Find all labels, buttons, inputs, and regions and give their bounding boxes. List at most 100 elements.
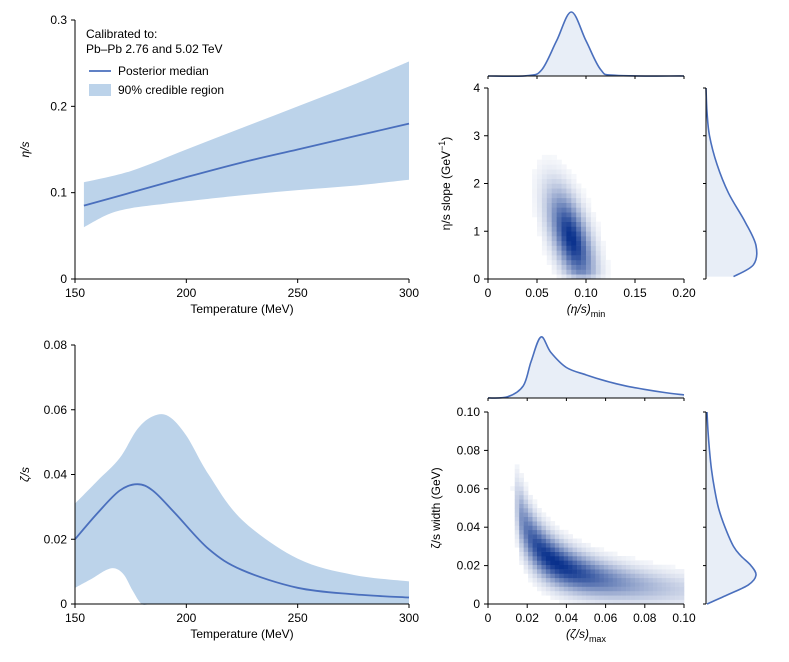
y-tick-label: 0: [60, 272, 67, 286]
y-axis-label: ζ/s: [18, 467, 32, 482]
density-cell: [639, 590, 645, 596]
density-cell: [559, 542, 565, 548]
density-cell: [514, 521, 520, 526]
density-cell: [546, 202, 552, 208]
y-axis-label-end: ): [439, 137, 453, 141]
density-cell: [546, 255, 552, 261]
density-cell: [566, 193, 572, 199]
density-cell: [545, 582, 551, 587]
density-cell: [546, 231, 552, 237]
density-cell: [652, 573, 658, 579]
density-cell: [581, 547, 587, 552]
density-cell: [581, 586, 587, 592]
density-cell: [679, 573, 685, 579]
density-cell: [523, 547, 529, 552]
density-cell: [571, 178, 577, 184]
density-cell: [652, 569, 658, 574]
density-cell: [528, 525, 533, 531]
density-cell: [590, 586, 596, 592]
density-cell: [566, 173, 572, 180]
density-cell: [537, 547, 542, 552]
density-cell: [666, 582, 671, 587]
density-cell: [554, 582, 560, 587]
density-cell: [532, 560, 538, 566]
density-cell: [556, 173, 562, 180]
density-cell: [561, 193, 567, 199]
density-cell: [556, 216, 562, 223]
density-cell: [532, 564, 538, 570]
density-cell: [621, 560, 627, 566]
density-cell: [551, 202, 557, 208]
density-cell: [541, 212, 548, 218]
density-cell: [621, 595, 627, 600]
density-cell: [621, 599, 627, 605]
density-cell: [626, 590, 631, 596]
density-cell: [571, 255, 577, 261]
density-cell: [571, 245, 577, 251]
density-cell: [514, 490, 520, 496]
density-cell: [670, 577, 676, 583]
density-cell: [594, 599, 600, 605]
density-cell: [571, 193, 577, 199]
density-cell: [541, 202, 548, 208]
density-cell: [551, 193, 557, 199]
density-cell: [561, 269, 567, 275]
density-cell: [621, 569, 627, 574]
density-cell: [541, 159, 548, 165]
density-cell: [595, 231, 601, 237]
density-cell: [608, 599, 614, 605]
density-cell: [566, 169, 572, 175]
density-cell: [566, 216, 572, 223]
density-cell: [586, 202, 592, 208]
density-cell: [571, 250, 577, 256]
density-cell: [590, 547, 596, 552]
density-cell: [550, 560, 556, 566]
density-cell: [605, 274, 611, 280]
density-cell: [661, 577, 667, 583]
density-cell: [566, 183, 572, 189]
density-cell: [566, 207, 572, 213]
density-cell: [546, 183, 552, 189]
density-cell: [648, 595, 654, 600]
density-cell: [675, 586, 680, 592]
density-cell: [545, 534, 551, 539]
density-cell: [581, 577, 587, 583]
density-cell: [600, 259, 606, 265]
density-cell: [599, 556, 605, 561]
density-cell: [532, 197, 538, 203]
density-cell: [514, 508, 520, 513]
y-tick-label: 0.10: [457, 405, 481, 419]
density-cell: [577, 538, 582, 544]
density-cell: [550, 556, 556, 561]
density-cell: [612, 599, 618, 605]
density-cell: [635, 564, 640, 570]
density-cell: [670, 595, 676, 600]
density-cell: [541, 207, 548, 213]
credible-band: [83, 61, 409, 228]
right-marginal-curve: [706, 411, 757, 605]
density-cell: [621, 577, 627, 583]
density-cell: [577, 569, 582, 574]
density-cell: [510, 486, 516, 491]
density-cell: [608, 573, 614, 579]
density-cell: [519, 560, 524, 566]
density-cell: [605, 259, 611, 265]
density-cell: [586, 586, 591, 592]
density-cell: [523, 542, 529, 548]
density-cell: [566, 226, 572, 232]
density-cell: [590, 274, 597, 280]
density-cell: [528, 560, 533, 566]
density-cell: [603, 586, 609, 592]
density-cell: [599, 564, 605, 570]
y-tick-label: 0.08: [457, 443, 481, 457]
density-cell: [551, 259, 557, 265]
density-cell: [554, 560, 560, 566]
density-cell: [563, 542, 569, 548]
density-cell: [519, 525, 524, 531]
density-cell: [630, 577, 636, 583]
density-cell: [568, 599, 573, 605]
density-cell: [612, 564, 618, 570]
density-cell: [554, 564, 560, 570]
density-cell: [577, 586, 582, 592]
density-cell: [586, 564, 591, 570]
